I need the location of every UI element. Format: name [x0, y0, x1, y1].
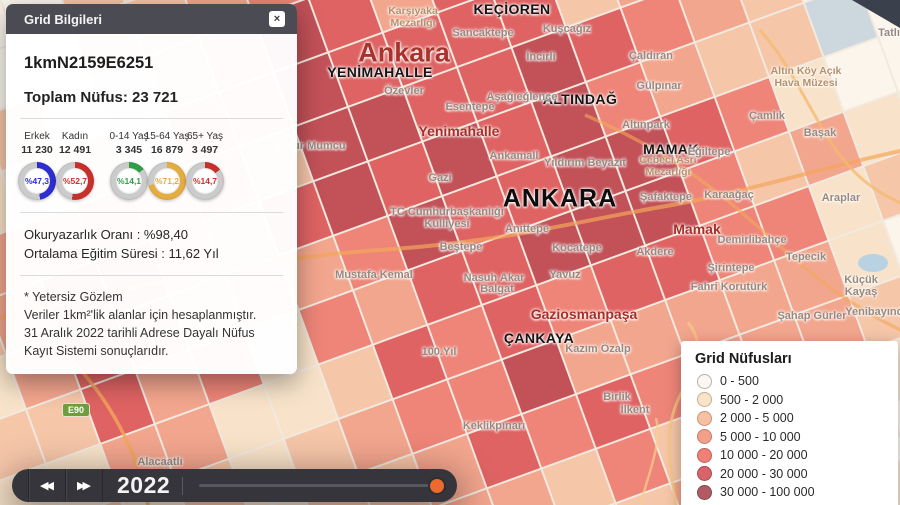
legend-range-label: 20 000 - 30 000	[720, 466, 808, 481]
education-duration: Ortalama Eğitim Süresi : 11,62 Yıl	[24, 246, 219, 261]
stat-label: 15-64 Yaş	[144, 131, 190, 142]
timeline-slider-track[interactable]	[199, 478, 444, 493]
panel-header: Grid Bilgileri ×	[6, 4, 297, 34]
stat-value: 16 879	[150, 144, 184, 156]
legend-swatch	[697, 410, 712, 426]
donut-gauge: %14,1	[110, 162, 148, 200]
panel-body: 1kmN2159E6251 Toplam Nüfus: 23 721 Erkek…	[6, 34, 297, 374]
footnote-line: * Yetersiz Gözlem	[24, 290, 123, 304]
legend-item: 30 000 - 100 000	[695, 483, 886, 502]
donut-gauge: %71,2	[148, 162, 186, 200]
legend-swatch	[697, 373, 712, 389]
stat-label: 65+ Yaş	[186, 131, 224, 142]
year-label: 2022	[117, 472, 171, 498]
legend-item: 2 000 - 5 000	[695, 409, 886, 428]
legend-item: 10 000 - 20 000	[695, 446, 886, 465]
legend-item: 0 - 500	[695, 372, 886, 391]
donut-gauge: %52,7	[56, 162, 94, 200]
divider	[20, 212, 283, 213]
donut-gauge: %14,7	[186, 162, 224, 200]
stat-value: 3 345	[115, 144, 143, 156]
legend-swatch	[697, 447, 712, 463]
legend-range-label: 30 000 - 100 000	[720, 485, 815, 500]
grid-info-panel: Grid Bilgileri × 1kmN2159E6251 Toplam Nü…	[6, 4, 297, 374]
footnote-line: Veriler 1km²'lik alanlar için hesaplanmı…	[24, 308, 257, 322]
timeline-left-cap	[12, 469, 28, 502]
stat-column: 15-64 Yaş 16 879 %71,2	[145, 131, 189, 200]
donut-percentage: %47,3	[24, 168, 50, 194]
donut-percentage: %14,1	[116, 168, 142, 194]
literacy-rate: Okuryazarlık Oranı : %98,40	[24, 227, 189, 242]
total-population: Toplam Nüfus: 23 721	[24, 89, 178, 106]
stat-column: 0-14 Yaş 3 345 %14,1	[109, 131, 149, 200]
legend-swatch	[697, 429, 712, 445]
divider	[20, 275, 283, 276]
timeline-slider-handle[interactable]	[430, 478, 444, 493]
legend-range-label: 5 000 - 10 000	[720, 429, 801, 444]
donut-percentage: %71,2	[154, 168, 180, 194]
stat-value: 12 491	[58, 144, 92, 156]
rewind-button[interactable]: ◀◀	[28, 469, 65, 502]
stat-label: 0-14 Yaş	[109, 131, 149, 142]
stat-value: 3 497	[191, 144, 219, 156]
legend-range-label: 10 000 - 20 000	[720, 448, 808, 463]
close-icon[interactable]: ×	[269, 11, 285, 27]
lake-shape	[858, 254, 888, 272]
footnote: * Yetersiz Gözlem Veriler 1km²'lik alanla…	[24, 288, 279, 360]
legend-range-label: 500 - 2 000	[720, 392, 784, 407]
grid-id: 1kmN2159E6251	[24, 54, 154, 72]
stat-value: 11 230	[21, 144, 53, 156]
legend-item: 500 - 2 000	[695, 391, 886, 410]
legend-panel: Grid Nüfusları 0 - 500 500 - 2 000 2 000 -…	[681, 341, 898, 505]
donut-gauge: %47,3	[18, 162, 56, 200]
highway-shield-badge: E90	[62, 403, 91, 417]
donut-percentage: %52,7	[62, 168, 88, 194]
donut-percentage: %14,7	[192, 168, 218, 194]
panel-title: Grid Bilgileri	[24, 11, 103, 27]
stat-column: Erkek 11 230 %47,3	[18, 131, 56, 200]
legend-item: 5 000 - 10 000	[695, 428, 886, 447]
legend-swatch	[697, 466, 712, 482]
stats-row: Erkek 11 230 %47,3 Kadın 12 491 %52,7 0-14 Yaş…	[18, 131, 285, 200]
fast-forward-button[interactable]: ▶▶	[65, 469, 103, 502]
legend-items: 0 - 500 500 - 2 000 2 000 - 5 000 5 000 - 1…	[695, 372, 886, 502]
timeline-divider	[182, 476, 184, 495]
legend-range-label: 0 - 500	[720, 374, 759, 389]
stat-column: 65+ Yaş 3 497 %14,7	[186, 131, 224, 200]
legend-item: 20 000 - 30 000	[695, 465, 886, 484]
footnote-line: 31 Aralık 2022 tarihli Adrese Dayalı Nüf…	[24, 326, 255, 358]
legend-title: Grid Nüfusları	[695, 351, 792, 367]
divider	[20, 118, 283, 119]
legend-range-label: 2 000 - 5 000	[720, 411, 794, 426]
stat-column: Kadın 12 491 %52,7	[56, 131, 94, 200]
stat-label: Kadın	[61, 131, 89, 142]
legend-swatch	[697, 484, 712, 500]
timeline-bar: ◀◀ ▶▶ 2022	[12, 469, 457, 502]
legend-swatch	[697, 392, 712, 408]
stat-label: Erkek	[24, 131, 50, 142]
